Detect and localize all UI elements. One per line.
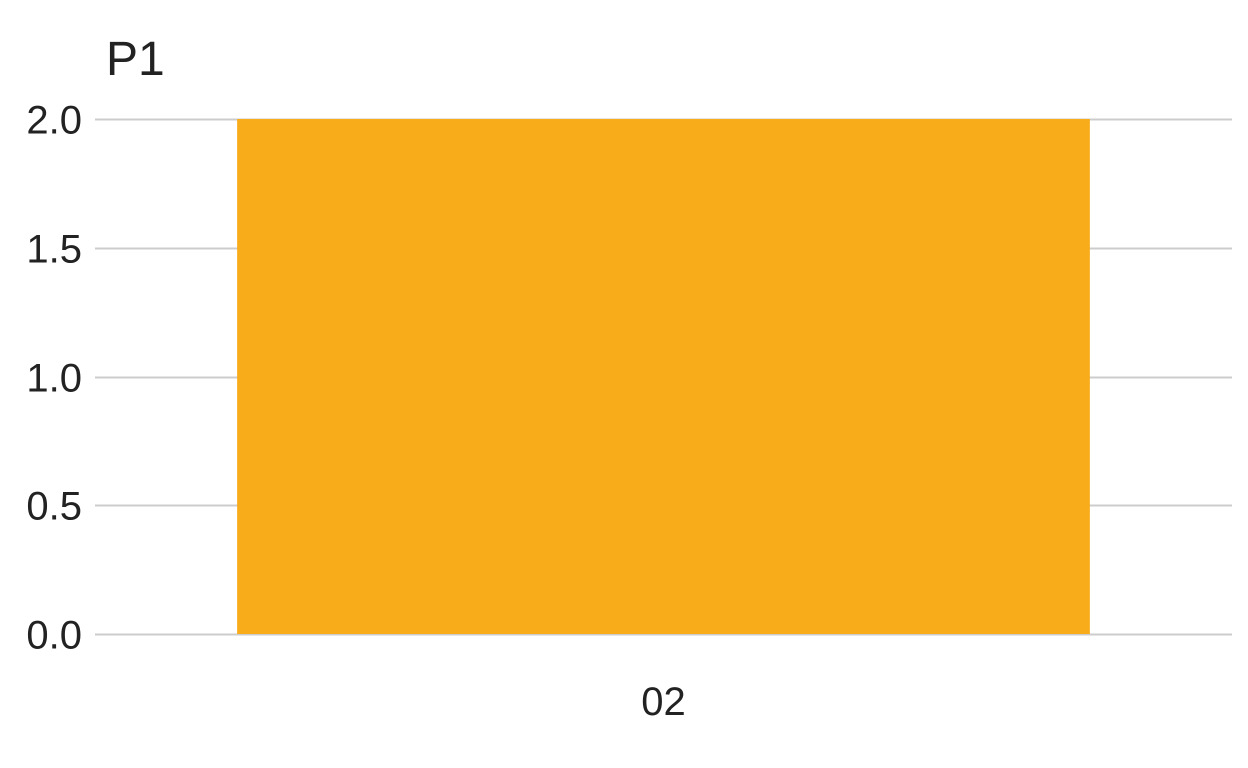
y-tick-label: 0.5 bbox=[26, 485, 82, 529]
y-tick-label: 1.0 bbox=[26, 357, 82, 401]
y-axis: 0.0 0.5 1.0 1.5 2.0 bbox=[26, 99, 82, 658]
x-tick-label: 02 bbox=[641, 680, 686, 724]
y-tick-label: 0.0 bbox=[26, 614, 82, 658]
bar-layer bbox=[237, 119, 1090, 634]
chart-title: P1 bbox=[106, 33, 165, 86]
bar-02 bbox=[237, 119, 1090, 634]
y-tick-label: 2.0 bbox=[26, 99, 82, 143]
x-axis: 02 bbox=[641, 680, 686, 724]
y-tick-label: 1.5 bbox=[26, 228, 82, 272]
